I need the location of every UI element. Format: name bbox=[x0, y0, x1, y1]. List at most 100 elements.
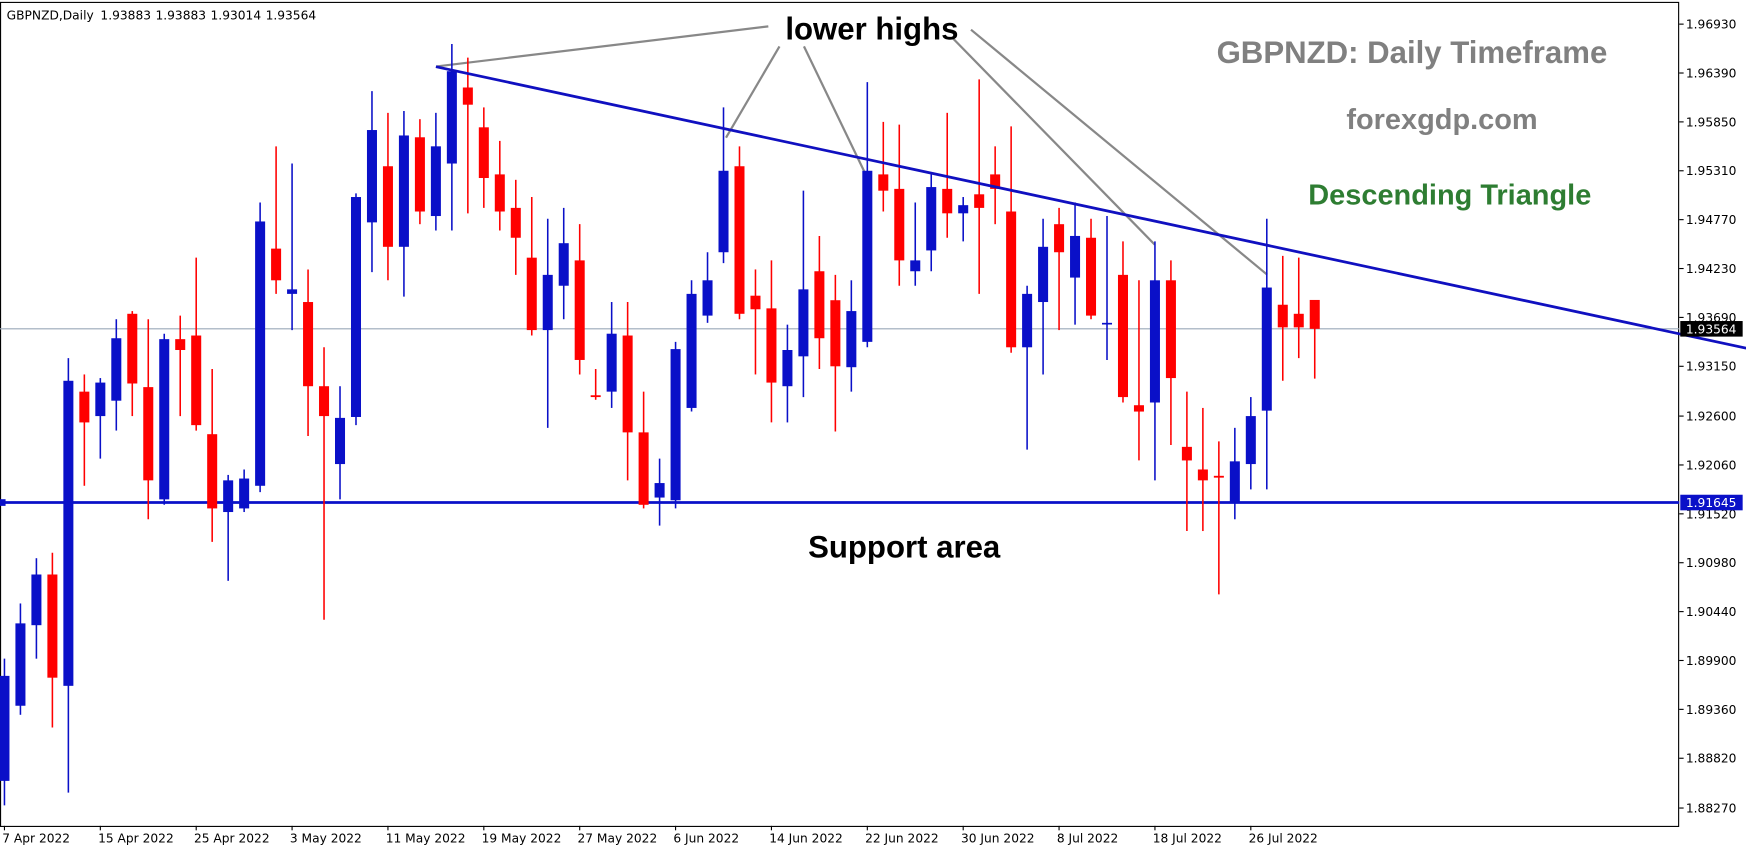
candle-body bbox=[382, 166, 393, 247]
y-tick-label: 1.93150 bbox=[1686, 360, 1737, 374]
chart-title: GBPNZD: Daily Timeframe bbox=[1217, 35, 1608, 70]
candle-body bbox=[1165, 280, 1176, 379]
candle-body bbox=[926, 187, 937, 251]
y-tick-label: 1.88820 bbox=[1686, 752, 1737, 766]
candle-body bbox=[654, 483, 665, 498]
y-tick-label: 1.92060 bbox=[1686, 458, 1737, 472]
pattern-label: Descending Triangle bbox=[1308, 180, 1591, 212]
pointer bbox=[725, 45, 781, 139]
candle-body bbox=[1293, 313, 1304, 328]
candle-body bbox=[670, 349, 681, 501]
candle-body bbox=[990, 174, 1001, 189]
candle-body bbox=[1070, 235, 1081, 278]
x-tick-label: 19 May 2022 bbox=[482, 832, 562, 846]
candle-body bbox=[846, 311, 857, 368]
candle-body bbox=[1213, 475, 1224, 478]
y-tick-label: 1.95310 bbox=[1686, 164, 1737, 178]
support-label: 1.91645 bbox=[1686, 496, 1737, 510]
candles bbox=[0, 44, 1320, 806]
candle-body bbox=[15, 623, 26, 706]
header-open: 1.93883 bbox=[100, 9, 151, 23]
candle-body bbox=[718, 170, 729, 253]
x-tick-label: 14 Jun 2022 bbox=[769, 832, 843, 846]
candle-body bbox=[1245, 416, 1256, 465]
y-tick-label: 1.94770 bbox=[1686, 213, 1737, 227]
candle-body bbox=[558, 243, 569, 286]
candle-body bbox=[510, 207, 521, 238]
y-tick-label: 1.90980 bbox=[1686, 556, 1737, 570]
y-tick-label: 1.88270 bbox=[1686, 801, 1737, 815]
candle-body bbox=[702, 280, 713, 316]
candle-body bbox=[782, 350, 793, 387]
y-tick-label: 1.90440 bbox=[1686, 605, 1737, 619]
candle-body bbox=[494, 174, 505, 212]
y-tick-label: 1.89360 bbox=[1686, 703, 1737, 717]
pointer bbox=[802, 45, 866, 172]
candle-body bbox=[734, 166, 745, 314]
candle-body bbox=[638, 432, 649, 505]
candle-body bbox=[974, 194, 985, 208]
candle-body bbox=[303, 302, 314, 387]
x-tick-label: 22 Jun 2022 bbox=[865, 832, 939, 846]
candle-body bbox=[1149, 280, 1160, 403]
x-tick-label: 30 Jun 2022 bbox=[961, 832, 1035, 846]
candle-body bbox=[239, 478, 250, 509]
candle-body bbox=[223, 480, 234, 513]
candle-body bbox=[1054, 224, 1065, 253]
candle-body bbox=[1022, 293, 1033, 348]
candle-body bbox=[175, 339, 186, 351]
candle-body bbox=[1038, 246, 1049, 303]
candle-body bbox=[319, 386, 330, 417]
candle-body bbox=[446, 71, 457, 164]
candle-body bbox=[127, 313, 138, 384]
header-low: 1.93014 bbox=[211, 9, 262, 23]
candle-body bbox=[686, 293, 697, 408]
candle-body bbox=[1277, 304, 1288, 328]
candle-body bbox=[942, 188, 953, 214]
candle-body bbox=[910, 260, 921, 272]
candle-body bbox=[462, 87, 473, 105]
x-tick-label: 25 Apr 2022 bbox=[194, 832, 270, 846]
candle-body bbox=[335, 417, 346, 465]
candle-body bbox=[622, 335, 633, 433]
candle-body bbox=[1229, 461, 1240, 503]
candle-body bbox=[814, 271, 825, 339]
y-tick-label: 1.92600 bbox=[1686, 410, 1737, 424]
candle-body bbox=[79, 391, 90, 423]
subtitle: forexgdp.com bbox=[1346, 104, 1537, 136]
candle-body bbox=[159, 339, 170, 500]
x-tick-label: 15 Apr 2022 bbox=[98, 832, 174, 846]
candle-body bbox=[590, 395, 601, 398]
candle-body bbox=[207, 434, 218, 509]
x-tick-label: 27 May 2022 bbox=[577, 832, 657, 846]
candle-body bbox=[1309, 299, 1320, 329]
pointer bbox=[436, 25, 769, 68]
current-price-label: 1.93564 bbox=[1686, 322, 1737, 336]
x-tick-label: 3 May 2022 bbox=[290, 832, 362, 846]
candle-body bbox=[542, 274, 553, 331]
x-tick-label: 6 Jun 2022 bbox=[673, 832, 739, 846]
candle-body bbox=[574, 260, 585, 360]
plot-frame bbox=[0, 1, 1680, 827]
candle-body bbox=[1181, 446, 1192, 461]
candle-body bbox=[111, 338, 122, 401]
candle-body bbox=[894, 188, 905, 261]
candle-body bbox=[350, 197, 362, 417]
candle-body bbox=[95, 382, 106, 417]
candle-body bbox=[830, 300, 841, 367]
support-marker bbox=[0, 499, 6, 506]
candle-body bbox=[1197, 469, 1208, 481]
y-tick-label: 1.94230 bbox=[1686, 262, 1737, 276]
annotation: lower highs bbox=[785, 12, 958, 47]
candle-body bbox=[1261, 287, 1272, 411]
y-tick-label: 1.95850 bbox=[1686, 115, 1737, 129]
candle-body bbox=[0, 675, 10, 781]
candle-body bbox=[430, 146, 441, 217]
candle-body bbox=[958, 205, 969, 214]
y-tick-label: 1.96930 bbox=[1686, 18, 1737, 32]
candle-body bbox=[606, 333, 617, 392]
candle-body bbox=[878, 174, 889, 191]
x-tick-label: 8 Jul 2022 bbox=[1057, 832, 1118, 846]
